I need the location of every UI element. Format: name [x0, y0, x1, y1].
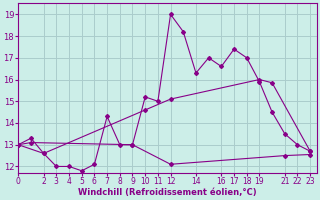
X-axis label: Windchill (Refroidissement éolien,°C): Windchill (Refroidissement éolien,°C) [78, 188, 257, 197]
